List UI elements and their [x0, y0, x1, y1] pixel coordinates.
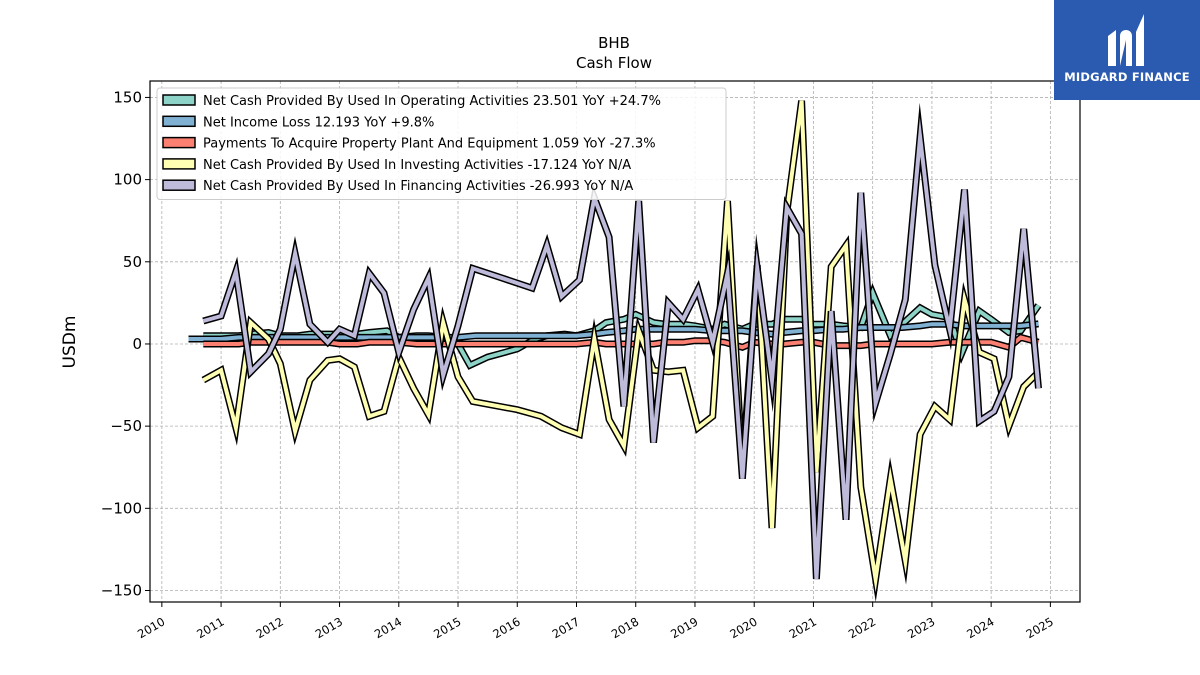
- plot-frame: [149, 80, 1081, 603]
- x-tick-label: 2014: [372, 614, 404, 641]
- y-axis-label: USDm: [60, 316, 80, 369]
- y-tick-label: −150: [101, 581, 142, 599]
- x-tick-label: 2012: [253, 614, 285, 641]
- series-stroke: [202, 117, 1041, 580]
- legend-swatch: [162, 136, 196, 149]
- x-tick-label: 2013: [313, 614, 345, 641]
- x-tick-label: 2020: [727, 614, 759, 641]
- x-tick-label: 2018: [609, 614, 641, 641]
- y-tick-label: 0: [132, 335, 142, 353]
- legend-box: [156, 87, 727, 200]
- legend-label: Net Cash Provided By Used In Operating A…: [203, 94, 661, 109]
- y-tick-label: −50: [110, 417, 142, 435]
- legend-swatch: [162, 158, 196, 170]
- x-tick-label: 2021: [787, 614, 819, 641]
- legend: Net Cash Provided By Used In Operating A…: [156, 87, 727, 200]
- x-tick-label: 2019: [668, 614, 700, 641]
- x-tick-label: 2017: [550, 614, 582, 641]
- y-tick-label: 150: [113, 88, 142, 106]
- brand-logo: MIDGARD FINANCE: [1054, 0, 1200, 100]
- x-tick-label: 2025: [1024, 614, 1056, 641]
- legend-item: Net Cash Provided By Used In Investing A…: [162, 158, 631, 173]
- x-tick-label: 2011: [194, 614, 226, 641]
- series-line-5: [202, 102, 1042, 580]
- legend-item: Net Income Loss 12.193 YoY +9.8%: [162, 115, 434, 130]
- series-line-3: [203, 333, 1040, 352]
- legend-label: Net Cash Provided By Used In Investing A…: [203, 158, 631, 173]
- legend-label: Net Income Loss 12.193 YoY +9.8%: [203, 115, 434, 130]
- chart-subtitle: Cash Flow: [576, 54, 652, 72]
- x-tick-label: 2016: [490, 614, 522, 641]
- midgard-logo-icon: [1108, 14, 1144, 66]
- x-tick-label: 2015: [431, 614, 463, 641]
- y-tick-label: 50: [123, 253, 142, 271]
- series-stroke: [203, 335, 1040, 350]
- legend-swatch: [162, 115, 196, 128]
- legend-swatch: [162, 94, 196, 106]
- brand-name: MIDGARD FINANCE: [1064, 70, 1190, 84]
- x-tick-label: 2022: [846, 614, 878, 641]
- legend-label: Payments To Acquire Property Plant And E…: [203, 137, 656, 152]
- y-tick-label: 100: [113, 171, 142, 189]
- chart-title: BHB: [598, 34, 630, 52]
- legend-item: Net Cash Provided By Used In Financing A…: [162, 179, 633, 194]
- x-tick-label: 2010: [135, 614, 167, 641]
- series-lines: [188, 100, 1042, 602]
- y-tick-label: −100: [101, 499, 142, 517]
- legend-swatch: [162, 179, 196, 191]
- legend-item: Payments To Acquire Property Plant And E…: [162, 136, 656, 152]
- x-tick-label: 2024: [964, 614, 996, 641]
- x-tick-label: 2023: [905, 614, 937, 641]
- legend-label: Net Cash Provided By Used In Financing A…: [203, 179, 633, 194]
- legend-item: Net Cash Provided By Used In Operating A…: [162, 94, 661, 109]
